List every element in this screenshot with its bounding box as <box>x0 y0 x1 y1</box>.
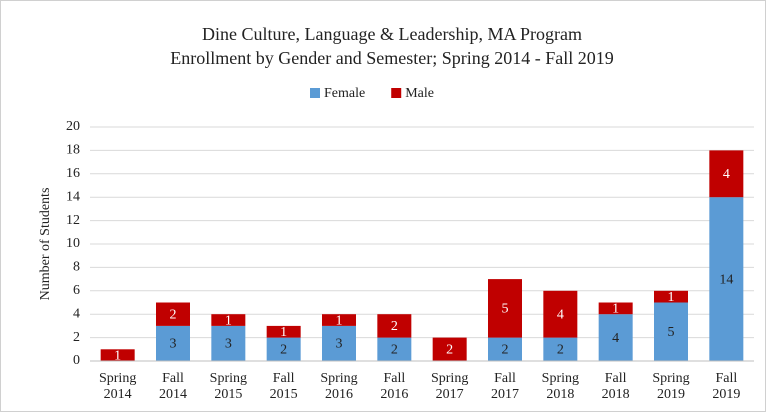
bar-segment <box>709 197 744 361</box>
bar-segment <box>598 302 633 315</box>
x-tick-label: Fall 2019 <box>712 371 740 402</box>
bar-segment <box>709 150 744 198</box>
x-tick-label: Spring 2015 <box>210 371 247 402</box>
bar-segment <box>543 337 578 361</box>
x-tick-label: Fall 2015 <box>270 371 298 402</box>
y-tick-label: 4 <box>73 306 80 321</box>
legend-swatch <box>310 88 320 98</box>
data-label: 1 <box>280 325 287 340</box>
data-label: 4 <box>723 167 730 182</box>
data-label: 2 <box>502 343 509 358</box>
x-tick-label: Fall 2017 <box>491 371 519 402</box>
x-tick-label: Spring 2019 <box>652 371 689 402</box>
data-label: 2 <box>280 343 287 358</box>
legend-label: Male <box>405 86 434 101</box>
bar-segment <box>211 325 246 361</box>
data-label: 4 <box>612 331 619 346</box>
y-tick-label: 12 <box>66 213 80 228</box>
data-label: 14 <box>719 272 733 287</box>
y-tick-label: 0 <box>73 353 80 368</box>
y-tick-label: 6 <box>73 283 80 298</box>
legend-swatch <box>391 88 402 98</box>
bar-segment <box>432 337 467 361</box>
bar-segment <box>266 325 301 338</box>
data-label: 1 <box>612 302 619 317</box>
bar-segment <box>100 349 135 361</box>
y-tick-label: 20 <box>66 119 80 134</box>
chart-subtitle: Enrollment by Gender and Semester; Sprin… <box>170 48 613 68</box>
bar-segment <box>211 314 246 326</box>
x-tick-label: Fall 2018 <box>602 371 630 402</box>
bar-segment <box>598 314 633 361</box>
bar-segment <box>156 325 190 361</box>
data-label: 1 <box>225 313 232 328</box>
y-tick-label: 16 <box>66 166 80 181</box>
data-label: 5 <box>502 302 509 317</box>
y-tick-label: 18 <box>66 143 80 158</box>
x-tick-label: Spring 2014 <box>99 371 136 402</box>
bar-segment <box>654 302 688 361</box>
y-tick-label: 14 <box>66 189 80 204</box>
data-label: 3 <box>336 337 343 352</box>
data-label: 3 <box>170 337 177 352</box>
x-tick-label: Spring 2016 <box>320 371 357 402</box>
x-tick-label: Spring 2017 <box>431 371 468 402</box>
data-label: 2 <box>391 343 398 358</box>
bar-segment <box>266 337 301 361</box>
data-label: 2 <box>391 319 398 334</box>
bar-segment <box>156 302 190 326</box>
data-label: 2 <box>557 343 564 358</box>
bar-segment <box>377 337 412 361</box>
y-tick-label: 2 <box>73 330 80 345</box>
data-label: 2 <box>446 343 453 358</box>
x-tick-label: Fall 2016 <box>380 371 408 402</box>
chart-title: Dine Culture, Language & Leadership, MA … <box>202 24 582 44</box>
x-tick-label: Spring 2018 <box>542 371 579 402</box>
y-axis-label: Number of Students <box>38 188 53 301</box>
legend-label: Female <box>324 86 365 101</box>
bar-segment <box>654 290 688 303</box>
y-tick-label: 10 <box>66 236 80 251</box>
bar-segment <box>377 314 412 338</box>
data-label: 2 <box>170 307 177 322</box>
bar-segment <box>322 325 356 361</box>
y-tick-label: 8 <box>73 260 80 275</box>
data-label: 1 <box>114 348 121 363</box>
bar-segment <box>488 279 522 338</box>
bar-segment <box>322 314 356 326</box>
x-tick-label: Fall 2014 <box>159 371 187 402</box>
data-label: 1 <box>668 290 675 305</box>
data-label: 5 <box>668 325 675 340</box>
data-label: 1 <box>336 313 343 328</box>
bar-segment <box>543 290 578 338</box>
data-label: 3 <box>225 337 232 352</box>
data-label: 4 <box>557 307 564 322</box>
bar-segment <box>488 337 522 361</box>
